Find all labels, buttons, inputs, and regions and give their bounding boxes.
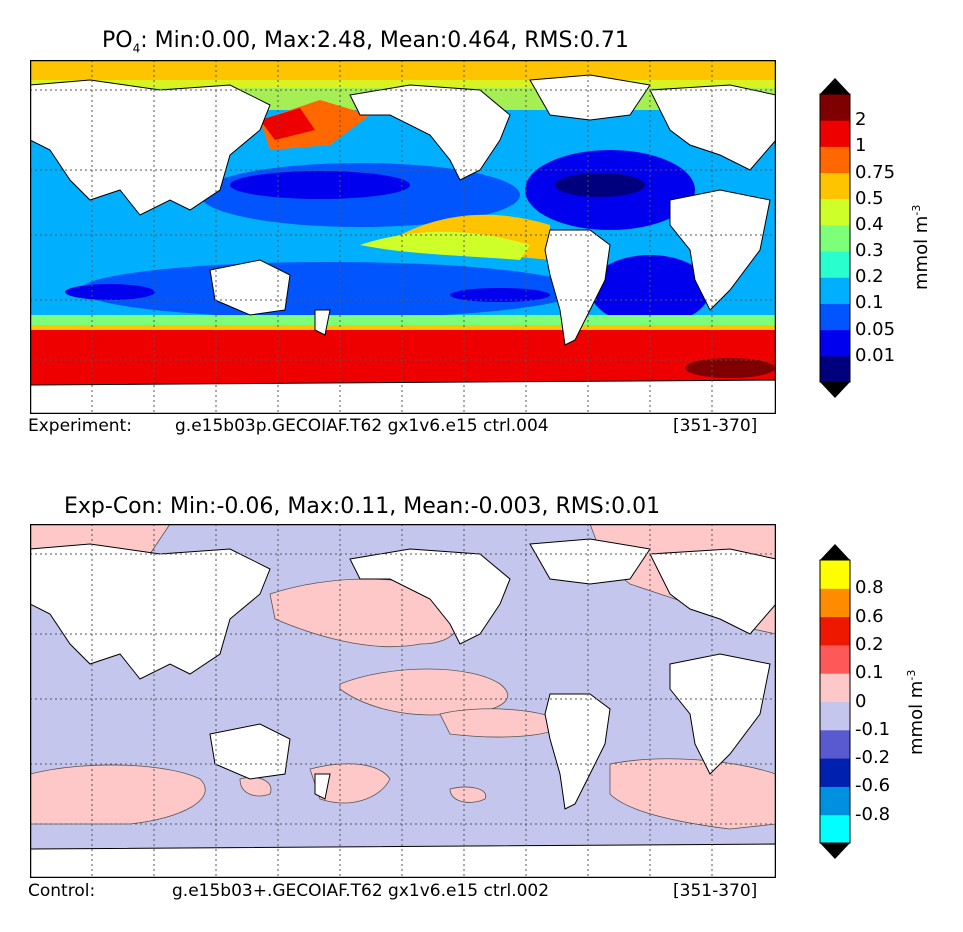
colorbar-tick-label: 0.2 — [855, 266, 884, 288]
colorbar-segment — [820, 588, 850, 618]
top-map-title: PO4: Min:0.00, Max:2.48, Mean:0.464, RMS… — [102, 28, 629, 56]
colorbar-tick-label: 0.05 — [855, 318, 896, 340]
colorbar-extend-min — [820, 382, 850, 398]
colorbar-segment — [820, 616, 850, 646]
colorbar-segment — [820, 729, 850, 759]
colorbar-segment — [820, 146, 850, 174]
colorbar-tick-label: -0.2 — [855, 747, 891, 769]
colorbar-segment — [820, 644, 850, 674]
colorbar-segment — [820, 701, 850, 731]
colorbar-tick-label: 0.8 — [855, 577, 884, 599]
top-experiment-label: Experiment: — [28, 416, 132, 436]
colorbar-tick-label: 0.1 — [855, 292, 884, 314]
colorbar-tick-label: -0.8 — [855, 803, 891, 825]
colorbar-tick-label: 0.3 — [855, 240, 884, 262]
bottom-map — [30, 524, 776, 878]
colorbar-segment — [820, 172, 850, 200]
top-year-range: [351-370] — [673, 416, 758, 436]
colorbar-segment — [820, 560, 850, 589]
colorbar-segment — [820, 120, 850, 147]
colorbar-segment — [820, 814, 850, 844]
colorbar-tick-label: -0.1 — [855, 718, 891, 740]
colorbar-tick-label: 1 — [855, 135, 867, 157]
bottom-colorbar — [819, 544, 851, 859]
colorbar-tick-label: 0.6 — [855, 605, 884, 627]
colorbar-segment — [820, 224, 850, 252]
top-colorbar — [819, 78, 851, 398]
bottom-control-label: Control: — [28, 881, 96, 901]
colorbar-tick-label: -0.6 — [855, 775, 891, 797]
colorbar-segment — [820, 329, 850, 357]
colorbar-tick-label: 0.4 — [855, 213, 884, 235]
colorbar-tick-label: 0 — [855, 690, 867, 712]
colorbar-extend-max — [820, 544, 850, 560]
colorbar-segment — [820, 251, 850, 278]
colorbar-segment — [820, 355, 850, 383]
colorbar-segment — [820, 277, 850, 304]
colorbar-extend-min — [820, 843, 850, 859]
colorbar-segment — [820, 198, 850, 226]
colorbar-tick-label: 2 — [855, 109, 867, 131]
colorbar-tick-label: 0.5 — [855, 187, 884, 209]
colorbar-extend-max — [820, 78, 850, 94]
top-map — [30, 60, 776, 414]
top-experiment-name: g.e15b03p.GECOIAF.T62 gx1v6.e15 ctrl.004 — [175, 416, 549, 436]
colorbar-tick-label: 0.01 — [855, 344, 896, 366]
colorbar-segment — [820, 786, 850, 816]
colorbar-segment — [820, 673, 850, 702]
colorbar-segment — [820, 758, 850, 787]
bottom-year-range: [351-370] — [673, 881, 758, 901]
colorbar-tick-label: 0.2 — [855, 633, 884, 655]
colorbar-tick-label: 0.75 — [855, 161, 896, 183]
colorbar-segment — [820, 94, 850, 121]
top-colorbar-unit: mmol m-3 — [910, 204, 932, 290]
colorbar-tick-label: 0.1 — [855, 662, 884, 684]
bottom-control-name: g.e15b03+.GECOIAF.T62 gx1v6.e15 ctrl.002 — [172, 881, 550, 901]
bottom-colorbar-unit: mmol m-3 — [905, 669, 927, 755]
bottom-map-title: Exp-Con: Min:-0.06, Max:0.11, Mean:-0.00… — [64, 494, 661, 519]
colorbar-segment — [820, 303, 850, 331]
